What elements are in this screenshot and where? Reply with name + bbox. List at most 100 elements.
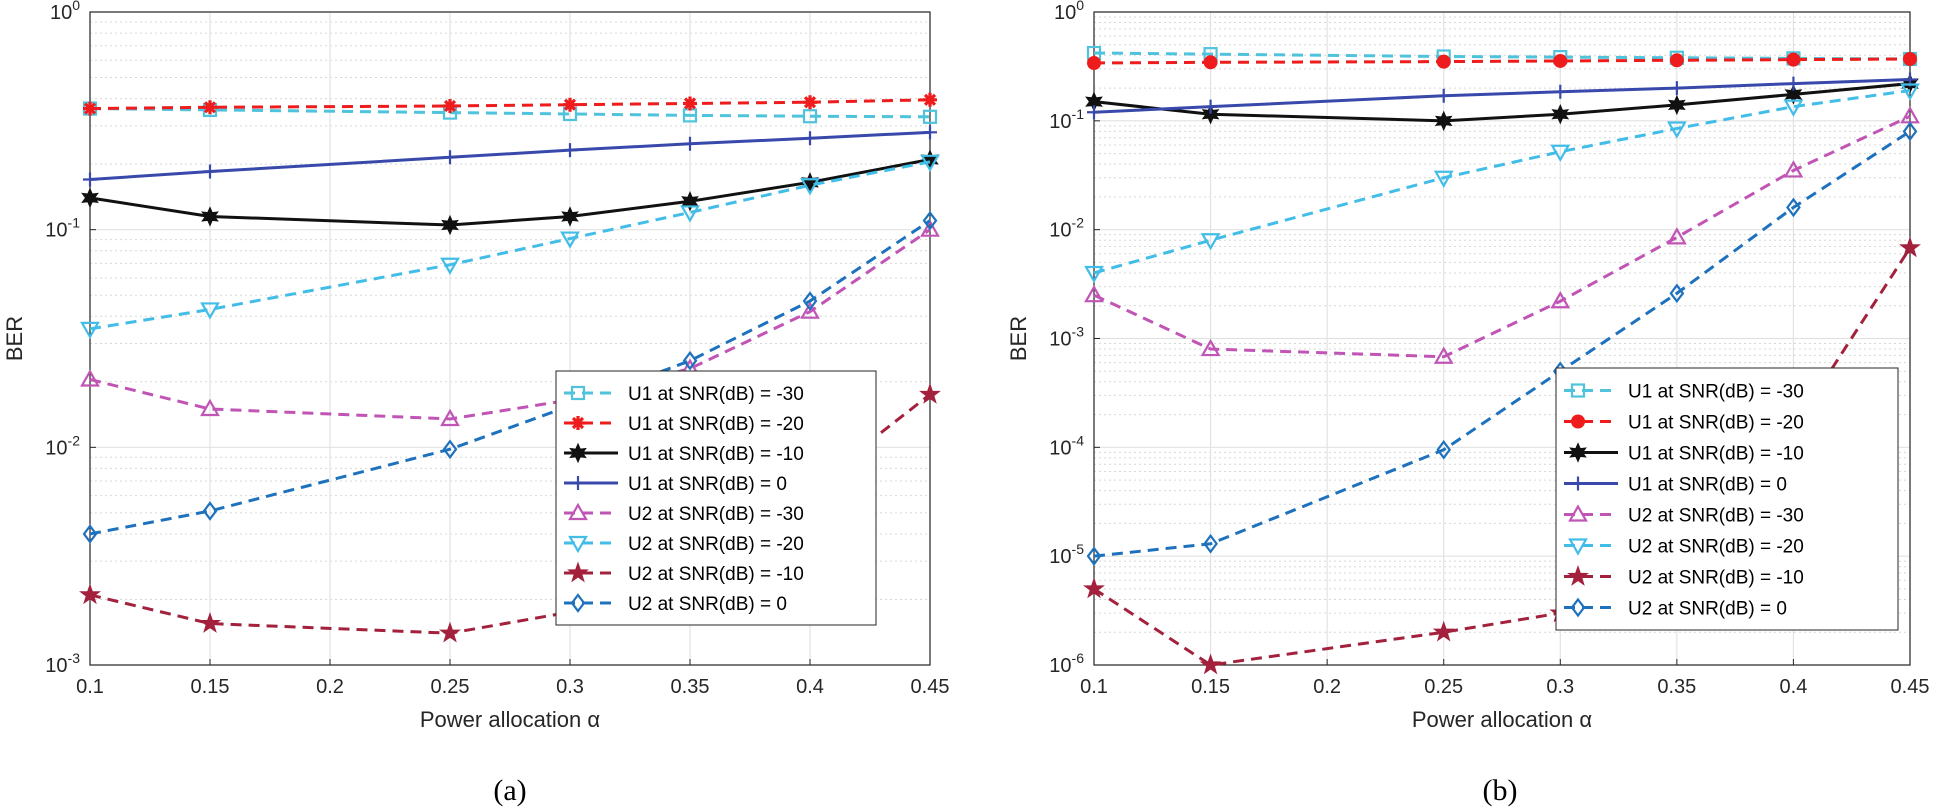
data-point	[563, 143, 577, 158]
legend-label: U2 at SNR(dB) = -20	[628, 534, 804, 555]
series-3	[83, 125, 937, 187]
legend-marker	[1569, 442, 1587, 463]
data-point	[923, 125, 937, 140]
data-point	[441, 214, 459, 236]
x-tick-label: 0.2	[316, 676, 344, 698]
data-point	[1436, 54, 1451, 69]
series-line	[1093, 51, 1911, 61]
legend-box	[1555, 367, 1899, 631]
legend-marker	[569, 442, 587, 464]
legend-entry: U2 at SNR(dB) = 0	[1564, 597, 1787, 620]
x-tick-label: 0.35	[671, 676, 710, 698]
legend-entry: U1 at SNR(dB) = -30	[1564, 382, 1804, 403]
x-tick-label: 0.1	[76, 676, 104, 698]
data-point	[1436, 439, 1452, 460]
legend-marker	[1571, 476, 1585, 491]
data-point	[440, 408, 460, 427]
y-tick-label: 100	[1054, 0, 1084, 24]
data-point	[1203, 533, 1218, 554]
x-tick-label: 0.25	[1424, 676, 1463, 698]
x-tick-label: 0.4	[796, 676, 824, 698]
data-point	[1200, 233, 1221, 251]
legend-entry: U2 at SNR(dB) = -20	[564, 534, 804, 555]
legend-label: U2 at SNR(dB) = -30	[628, 504, 804, 525]
x-axis-label: Power allocation α	[1412, 707, 1593, 732]
data-point	[79, 583, 101, 605]
data-point	[681, 191, 699, 212]
x-tick-label: 0.3	[556, 676, 584, 698]
legend-entry: U2 at SNR(dB) = -10	[564, 561, 804, 585]
data-point	[922, 109, 938, 124]
data-point	[83, 172, 97, 187]
data-point	[1899, 236, 1921, 258]
data-point	[802, 109, 818, 124]
data-point	[923, 92, 937, 107]
legend-entry: U1 at SNR(dB) = 0	[564, 474, 787, 495]
y-tick-label: 10-5	[1049, 541, 1084, 568]
legend-label: U2 at SNR(dB) = -10	[628, 564, 804, 585]
data-point	[1087, 55, 1101, 70]
data-point	[81, 187, 99, 209]
legend-entry: U2 at SNR(dB) = -10	[1564, 564, 1804, 589]
legend-label: U1 at SNR(dB) = -20	[1628, 413, 1804, 434]
data-point	[1784, 84, 1803, 105]
data-point	[1436, 88, 1451, 103]
y-tick-label: 10-6	[1049, 650, 1084, 677]
data-point	[1433, 170, 1454, 188]
figure-caption: (a)	[493, 774, 526, 807]
data-point	[443, 98, 457, 113]
y-axis-label: BER	[1006, 316, 1031, 361]
data-point	[1902, 121, 1918, 142]
data-point	[1900, 83, 1920, 101]
y-tick-label: 100	[50, 0, 80, 24]
legend-label: U2 at SNR(dB) = 0	[1628, 599, 1787, 620]
data-point	[680, 205, 700, 223]
legend-label: U1 at SNR(dB) = 0	[628, 474, 787, 495]
legend-entry: U2 at SNR(dB) = 0	[564, 593, 787, 615]
legend-marker	[1568, 538, 1588, 556]
data-point	[800, 301, 820, 319]
x-tick-label: 0.45	[1891, 676, 1930, 698]
data-point	[803, 95, 817, 110]
legend-marker	[570, 593, 586, 613]
legend-label: U1 at SNR(dB) = -10	[628, 444, 804, 465]
series-1	[1087, 51, 1917, 70]
legend-entry: U1 at SNR(dB) = -20	[564, 414, 804, 435]
data-point	[203, 164, 217, 179]
x-tick-label: 0.3	[1546, 676, 1574, 698]
legend-entry: U1 at SNR(dB) = -10	[1564, 442, 1804, 465]
x-tick-label: 0.35	[1657, 676, 1696, 698]
data-point	[1203, 99, 1218, 114]
legend: U1 at SNR(dB) = -30 U1 at SNR(dB) = -20 U1…	[555, 370, 877, 626]
data-point	[83, 101, 97, 116]
y-tick-label: 10-4	[1049, 432, 1084, 459]
y-tick-label: 10-2	[1049, 215, 1084, 242]
legend-marker	[568, 535, 588, 554]
data-point	[1087, 105, 1101, 120]
series-line	[89, 219, 931, 536]
data-point	[1434, 110, 1453, 132]
data-point	[80, 369, 100, 387]
data-point	[1550, 144, 1571, 162]
data-point	[922, 210, 938, 231]
x-tick-label: 0.45	[911, 676, 950, 698]
y-tick-label: 10-1	[45, 215, 80, 242]
legend-entry: U2 at SNR(dB) = -30	[1564, 504, 1804, 527]
data-point	[1203, 55, 1218, 70]
data-point	[439, 621, 461, 643]
series-line	[89, 160, 931, 331]
series-1	[83, 92, 937, 116]
y-tick-label: 10-3	[1049, 324, 1084, 351]
y-axis-label: BER	[2, 316, 27, 361]
data-point	[1200, 338, 1221, 357]
x-tick-label: 0.25	[431, 676, 470, 698]
x-tick-label: 0.2	[1313, 676, 1341, 698]
data-point	[1084, 284, 1104, 303]
series-line	[1093, 114, 1911, 359]
legend-marker	[1571, 414, 1585, 429]
data-point	[1786, 52, 1801, 67]
data-point	[440, 257, 460, 275]
series-7	[82, 210, 938, 544]
legend-entry: U1 at SNR(dB) = 0	[1564, 475, 1787, 496]
data-point	[803, 131, 817, 146]
